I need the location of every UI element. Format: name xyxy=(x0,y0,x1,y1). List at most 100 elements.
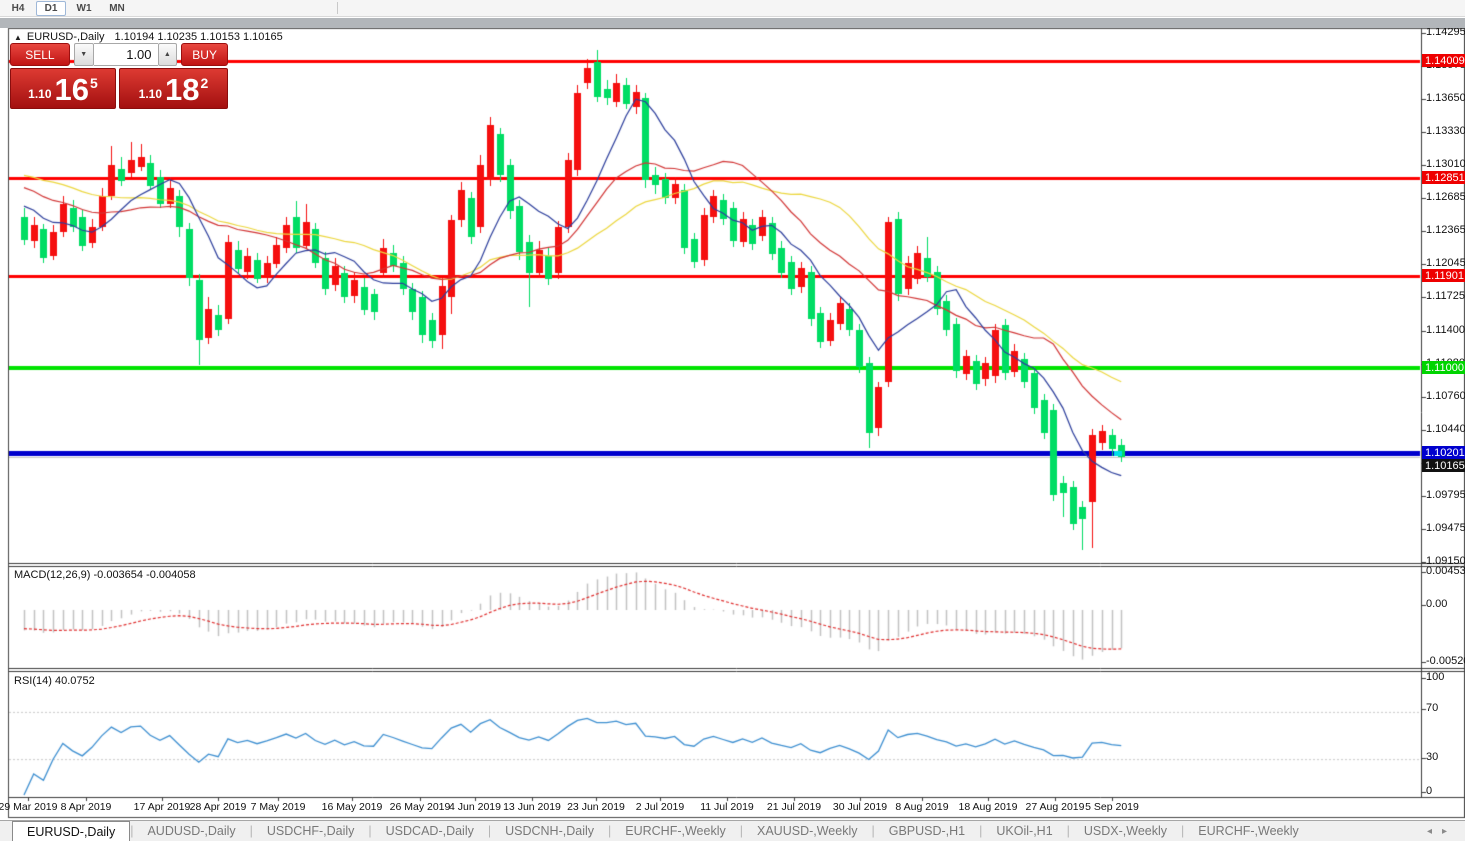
buy-button[interactable]: BUY xyxy=(181,43,228,66)
date-axis-label: 8 Apr 2019 xyxy=(60,801,112,813)
date-axis-label: 11 Jul 2019 xyxy=(700,801,754,813)
price-axis-label: 1.11725 xyxy=(1426,290,1465,302)
chart-tab-audusd-daily[interactable]: AUDUSD-,Daily xyxy=(147,824,236,838)
tab-separator: | xyxy=(368,824,372,838)
sell-button[interactable]: SELL xyxy=(10,43,70,66)
indicator-axis-label: 0.004536 xyxy=(1426,565,1465,577)
price-axis-label: 1.10440 xyxy=(1426,423,1465,435)
chart-tab-usdchf-daily[interactable]: USDCHF-,Daily xyxy=(266,824,355,838)
ask-price-pipette: 2 xyxy=(200,75,209,91)
collapse-marker-icon[interactable]: ▲ xyxy=(14,33,22,42)
price-axis-label: 1.14295 xyxy=(1426,26,1465,38)
date-axis-label: 17 Apr 2019 xyxy=(133,801,191,813)
date-axis-label: 16 May 2019 xyxy=(321,801,383,813)
volume-increase-button[interactable]: ▲ xyxy=(157,43,178,66)
price-axis-label: 1.13010 xyxy=(1426,158,1465,170)
price-tag: 1.12851 xyxy=(1422,171,1465,184)
price-axis-label: 1.12045 xyxy=(1426,257,1465,269)
timeframe-toolbar: H4 D1 W1 MN xyxy=(0,0,1465,17)
date-axis-label: 30 Jul 2019 xyxy=(832,801,888,813)
macd-signal-value: -0.004058 xyxy=(146,569,196,581)
indicator-axis-label: -0.005205 xyxy=(1426,655,1465,667)
mdi-band xyxy=(0,18,1465,28)
chart-title: ▲ EURUSD-,Daily 1.10194 1.10235 1.10153 1.… xyxy=(14,31,283,43)
price-tag: 1.14009 xyxy=(1422,54,1465,67)
date-axis-label: 23 Jun 2019 xyxy=(567,801,625,813)
tab-separator: | xyxy=(1181,824,1185,838)
ask-quote-button[interactable]: 1.10 18 2 xyxy=(119,68,228,109)
tab-separator: | xyxy=(130,824,134,838)
rsi-name: RSI(14) xyxy=(14,675,52,687)
chart-tab-eurchf-weekly[interactable]: EURCHF-,Weekly xyxy=(625,824,726,838)
bid-price-pipette: 5 xyxy=(90,75,98,91)
price-axis-label: 1.09475 xyxy=(1426,522,1465,534)
timeframe-buttons: H4 D1 W1 MN xyxy=(0,0,132,16)
tab-scroll-left-icon[interactable]: ◂ xyxy=(1426,825,1442,837)
macd-name: MACD(12,26,9) xyxy=(14,569,91,581)
date-axis-label: 28 Apr 2019 xyxy=(189,801,247,813)
ask-price-main: 18 xyxy=(165,72,200,107)
rsi-value: 40.0752 xyxy=(54,675,95,687)
date-axis-label: 7 May 2019 xyxy=(250,801,306,813)
date-axis-label: 27 Aug 2019 xyxy=(1025,801,1085,813)
date-axis-label: 5 Sep 2019 xyxy=(1085,801,1139,813)
tab-separator: | xyxy=(1066,824,1070,838)
indicator-axis-label: 70 xyxy=(1426,702,1439,714)
toolbar-separator xyxy=(337,2,338,14)
date-axis-label: 26 May 2019 xyxy=(389,801,451,813)
price-axis-label: 1.12685 xyxy=(1426,191,1465,203)
chart-tab-gbpusd-h1[interactable]: GBPUSD-,H1 xyxy=(888,824,966,838)
price-axis-label: 1.10760 xyxy=(1426,390,1465,402)
chart-tab-eurchf-weekly[interactable]: EURCHF-,Weekly xyxy=(1198,824,1299,838)
tab-separator: | xyxy=(979,824,983,838)
timeframe-button-w1[interactable]: W1 xyxy=(76,2,92,14)
price-axis-label: 1.11400 xyxy=(1426,324,1465,336)
tab-separator: | xyxy=(249,824,253,838)
chart-tabs: EURUSD-,Daily | AUDUSD-,Daily | USDCHF-,Dail… xyxy=(0,821,1313,841)
bid-quote-button[interactable]: 1.10 16 5 xyxy=(10,68,116,109)
volume-input[interactable] xyxy=(93,43,158,66)
volume-decrease-button[interactable]: ▼ xyxy=(73,43,94,66)
rsi-indicator-label: RSI(14) 40.0752 xyxy=(14,675,95,687)
price-tag: 1.11000 xyxy=(1422,361,1465,374)
tab-scroll-arrows: ◂▸ xyxy=(1427,826,1457,837)
chart-tab-ukoil-h1[interactable]: UKOil-,H1 xyxy=(996,824,1053,838)
date-axis-label: 2 Jul 2019 xyxy=(635,801,685,813)
timeframe-button-mn[interactable]: MN xyxy=(109,2,125,14)
timeframe-button-d1[interactable]: D1 xyxy=(36,0,66,16)
tab-separator: | xyxy=(871,824,875,838)
ask-price-prefix: 1.10 xyxy=(138,87,163,101)
price-tag: 1.10165 xyxy=(1422,459,1465,472)
indicator-axis-label: 30 xyxy=(1426,751,1439,763)
macd-indicator-label: MACD(12,26,9) -0.003654 -0.004058 xyxy=(14,569,196,581)
chart-tab-bar: EURUSD-,Daily | AUDUSD-,Daily | USDCHF-,Dail… xyxy=(0,820,1465,841)
chart-tab-eurusd-daily[interactable]: EURUSD-,Daily xyxy=(12,821,131,841)
date-axis-label: 18 Aug 2019 xyxy=(958,801,1018,813)
date-axis-label: 8 Aug 2019 xyxy=(895,801,949,813)
tab-separator: | xyxy=(487,824,492,838)
date-axis-label: 21 Jul 2019 xyxy=(766,801,822,813)
chart-tab-usdcnh-daily[interactable]: USDCNH-,Daily xyxy=(505,824,595,838)
price-axis-label: 1.13330 xyxy=(1426,125,1465,137)
price-tag: 1.11901 xyxy=(1422,269,1465,282)
chart-ohlc-quotes: 1.10194 1.10235 1.10153 1.10165 xyxy=(114,31,283,43)
date-axis-label: 29 Mar 2019 xyxy=(0,801,58,813)
price-axis-label: 1.13650 xyxy=(1426,92,1465,104)
indicator-axis-label: 0 xyxy=(1426,785,1433,797)
price-axis-label: 1.12365 xyxy=(1426,224,1465,236)
bid-price-main: 16 xyxy=(54,72,90,107)
macd-main-value: -0.003654 xyxy=(93,569,144,581)
price-tag: 1.10201 xyxy=(1422,446,1465,459)
bid-price-prefix: 1.10 xyxy=(28,87,52,101)
tab-scroll-right-icon[interactable]: ▸ xyxy=(1441,825,1457,837)
price-axis-label: 1.09150 xyxy=(1426,555,1465,567)
chart-tab-xauusd-weekly[interactable]: XAUUSD-,Weekly xyxy=(757,824,858,838)
tab-separator: | xyxy=(608,824,612,838)
timeframe-button-h4[interactable]: H4 xyxy=(11,2,25,14)
date-axis-label: 13 Jun 2019 xyxy=(503,801,561,813)
chart-tab-usdcad-daily[interactable]: USDCAD-,Daily xyxy=(385,824,474,838)
indicator-axis-label: 100 xyxy=(1426,671,1445,683)
chart-tab-usdx-weekly[interactable]: USDX-,Weekly xyxy=(1083,824,1168,838)
